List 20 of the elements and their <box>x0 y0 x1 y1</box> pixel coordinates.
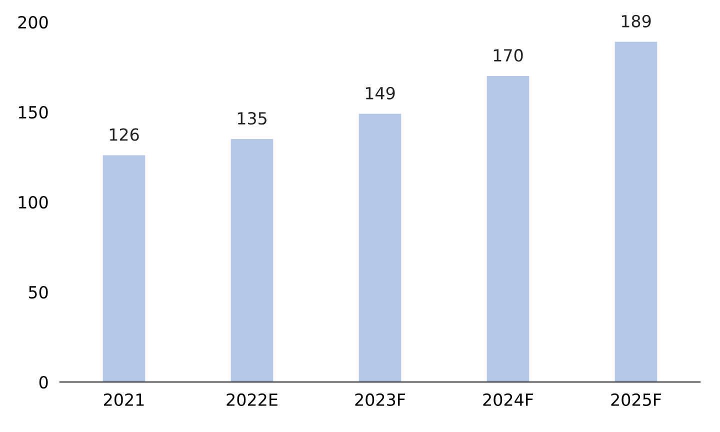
y-tick-label: 50 <box>28 286 48 299</box>
x-tick-label: 2023F <box>355 393 406 406</box>
bar <box>614 42 658 382</box>
y-tick-label: 0 <box>39 376 48 389</box>
bar <box>358 114 402 382</box>
bar <box>102 155 146 382</box>
bar <box>230 139 274 382</box>
y-tick-label: 100 <box>18 196 48 209</box>
x-tick-label: 2025F <box>611 393 662 406</box>
x-tick-label: 2024F <box>483 393 534 406</box>
x-tick-label: 2021 <box>104 393 144 406</box>
data-label: 170 <box>494 49 523 62</box>
bar <box>486 76 530 382</box>
data-label: 189 <box>622 14 651 28</box>
y-tick-label: 200 <box>18 16 48 29</box>
data-label: 135 <box>238 112 266 125</box>
data-label: 149 <box>366 86 395 100</box>
y-tick-label: 150 <box>18 106 48 119</box>
data-label: 126 <box>110 128 139 141</box>
x-tick-label: 2022E <box>226 393 278 406</box>
